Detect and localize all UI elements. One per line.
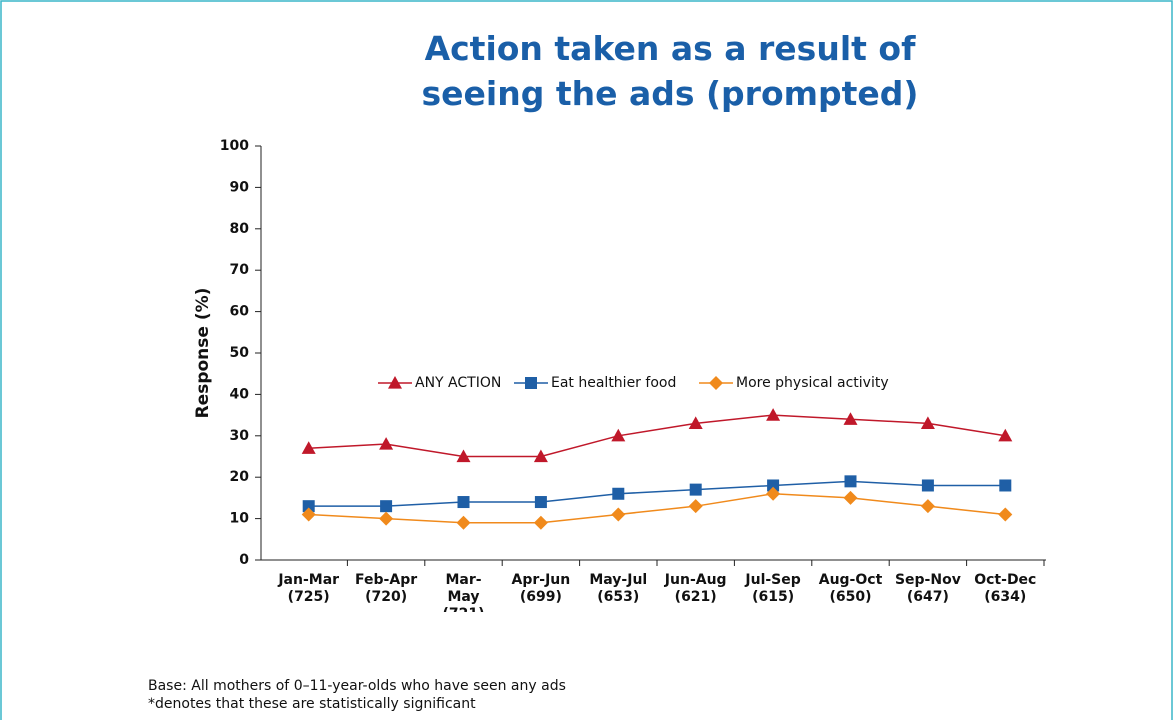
x-tick-label: Jan-Mar (725)	[278, 572, 340, 605]
x-tick-box: Mar-May (721)	[442, 572, 484, 612]
data-point	[844, 475, 857, 488]
legend-label: More physical activity	[736, 375, 889, 391]
y-tick-label: 40	[230, 386, 250, 402]
data-point	[380, 500, 393, 513]
y-tick-label: 50	[230, 345, 250, 361]
x-tick-box: Feb-Apr (720)	[355, 572, 418, 605]
data-point	[920, 499, 935, 514]
x-tick-box: Jan-Mar (725)	[278, 572, 340, 605]
series-line	[308, 493, 1006, 524]
legend-label: ANY ACTION	[415, 375, 501, 391]
data-point	[921, 479, 934, 492]
data-point	[843, 412, 858, 425]
data-point	[999, 479, 1012, 492]
x-tick-label: May-Jul (653)	[589, 572, 648, 605]
x-tick-label: Aug-Oct (650)	[818, 572, 883, 605]
y-tick-label: 20	[230, 469, 250, 485]
x-tick-box: Oct-Dec (634)	[974, 572, 1037, 605]
data-point	[457, 496, 470, 509]
y-axis-label: Response (%)	[193, 288, 213, 419]
data-point	[766, 486, 781, 501]
series-line	[308, 414, 1006, 458]
data-point	[920, 416, 935, 429]
y-tick-label: 90	[230, 179, 250, 195]
x-tick-box: Aug-Oct (650)	[818, 572, 883, 605]
legend-marker	[388, 376, 402, 389]
data-point	[301, 441, 316, 454]
x-tick-label: Jul-Sep (615)	[745, 572, 801, 605]
y-tick-label: 70	[230, 262, 250, 278]
note: Base: All mothers of 0–11-year-olds who …	[148, 678, 566, 694]
data-point	[612, 487, 625, 500]
data-point	[533, 449, 548, 463]
data-point	[534, 496, 547, 509]
x-tick-box: May-Jul (653)	[589, 572, 648, 605]
x-tick-box: Apr-Jun (699)	[511, 572, 571, 605]
y-tick-label: 0	[239, 552, 249, 568]
legend-label: Eat healthier food	[551, 375, 676, 391]
x-tick-label: Apr-Jun (699)	[511, 572, 571, 605]
y-tick-label: 30	[230, 428, 250, 444]
data-point	[688, 416, 703, 429]
data-point	[456, 515, 471, 530]
data-point	[456, 449, 471, 463]
x-tick-box: Jun-Aug (621)	[664, 572, 727, 605]
data-point	[766, 408, 781, 421]
data-point	[302, 500, 315, 513]
x-tick-label: Feb-Apr (720)	[355, 572, 418, 605]
x-tick-label: Mar-May (721)	[442, 572, 484, 612]
chart-title: Action taken as a result of seeing the a…	[421, 29, 919, 113]
data-point	[533, 515, 548, 530]
data-point	[689, 483, 702, 496]
legend-marker	[525, 377, 537, 389]
y-tick-label: 80	[230, 221, 250, 237]
data-point	[998, 507, 1013, 522]
series-line	[308, 480, 1006, 507]
data-point	[767, 479, 780, 492]
legend-marker	[709, 376, 723, 390]
data-point	[611, 428, 626, 442]
title-box: Action taken as a result of seeing the a…	[421, 29, 919, 113]
y-tick-label: 100	[220, 138, 249, 154]
data-point	[998, 428, 1013, 442]
y-tick-label: 10	[230, 511, 250, 527]
data-point	[843, 490, 858, 505]
x-tick-label: Oct-Dec (634)	[974, 572, 1037, 605]
data-point	[611, 507, 626, 522]
note: *denotes that these are statistically si…	[148, 696, 476, 712]
x-tick-box: Jul-Sep (615)	[745, 572, 801, 605]
data-point	[379, 437, 394, 450]
x-tick-label: Sep-Nov (647)	[894, 572, 961, 605]
x-tick-box: Sep-Nov (647)	[894, 572, 961, 605]
data-point	[379, 511, 394, 526]
data-point	[301, 507, 316, 522]
x-tick-label: Jun-Aug (621)	[664, 572, 727, 605]
y-tick-label: 60	[230, 304, 250, 320]
data-point	[688, 499, 703, 514]
